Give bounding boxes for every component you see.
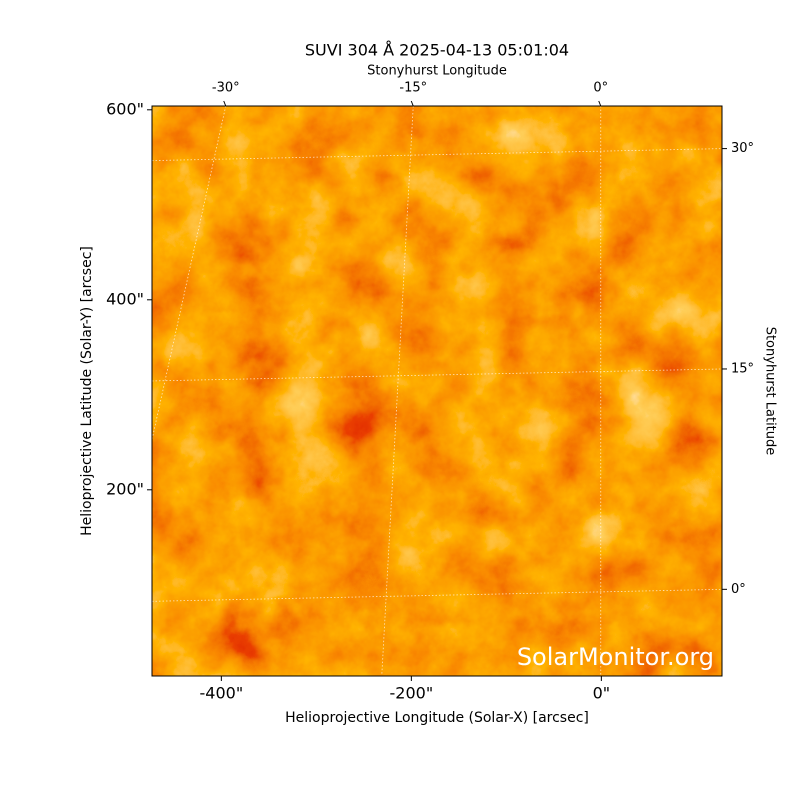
chart-title: SUVI 304 Å 2025-04-13 05:01:04 [305,41,569,60]
y-axis-label: Helioprojective Latitude (Solar-Y) [arcs… [79,246,95,536]
latitude-grid-line [152,368,722,382]
plot-frame [151,105,723,677]
longitude-grid-line [152,106,227,442]
x-axis-label: Helioprojective Longitude (Solar-X) [arc… [285,710,589,726]
x-tick-label: -400" [200,684,244,703]
longitude-grid-line [381,106,414,676]
top-tick-label: 0° [593,81,608,96]
top-axis-label: Stonyhurst Longitude [367,64,507,79]
coordinate-grid [152,106,722,676]
top-tick-label: -30° [212,81,240,96]
y-tick-label: 400" [106,289,144,308]
solar-image [152,106,722,676]
x-tick-label: -200" [390,684,434,703]
right-axis-label: Stonyhurst Latitude [763,327,778,456]
right-tick-label: 0° [731,582,746,597]
top-tick-label: -15° [399,81,427,96]
latitude-grid-line [152,148,722,162]
x-tick-label: 0" [593,684,611,703]
y-tick-label: 600" [106,99,144,118]
top-tick [410,100,414,107]
right-tick-label: 30° [731,141,754,156]
watermark: SolarMonitor.org [517,643,714,671]
top-tick [598,100,602,107]
y-tick-label: 200" [106,479,144,498]
top-tick [223,100,227,107]
latitude-grid-line [152,588,722,602]
right-tick-label: 15° [731,361,754,376]
